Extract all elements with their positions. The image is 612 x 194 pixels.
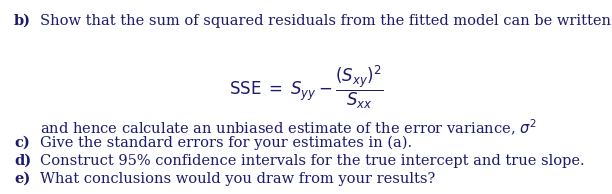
Text: and hence calculate an unbiased estimate of the error variance, $\sigma^2$: and hence calculate an unbiased estimate… [40,118,537,138]
Text: c): c) [14,136,30,150]
Text: e): e) [14,172,30,186]
Text: Show that the sum of squared residuals from the fitted model can be written as: Show that the sum of squared residuals f… [40,14,612,28]
Text: b): b) [14,14,31,28]
Text: d): d) [14,154,31,168]
Text: $\mathrm{SSE}\; =\; S_{yy} - \dfrac{(S_{xy})^2}{S_{xx}}$: $\mathrm{SSE}\; =\; S_{yy} - \dfrac{(S_{… [229,64,383,111]
Text: Construct 95% confidence intervals for the true intercept and true slope.: Construct 95% confidence intervals for t… [40,154,584,168]
Text: What conclusions would you draw from your results?: What conclusions would you draw from you… [40,172,435,186]
Text: Give the standard errors for your estimates in (a).: Give the standard errors for your estima… [40,136,412,150]
